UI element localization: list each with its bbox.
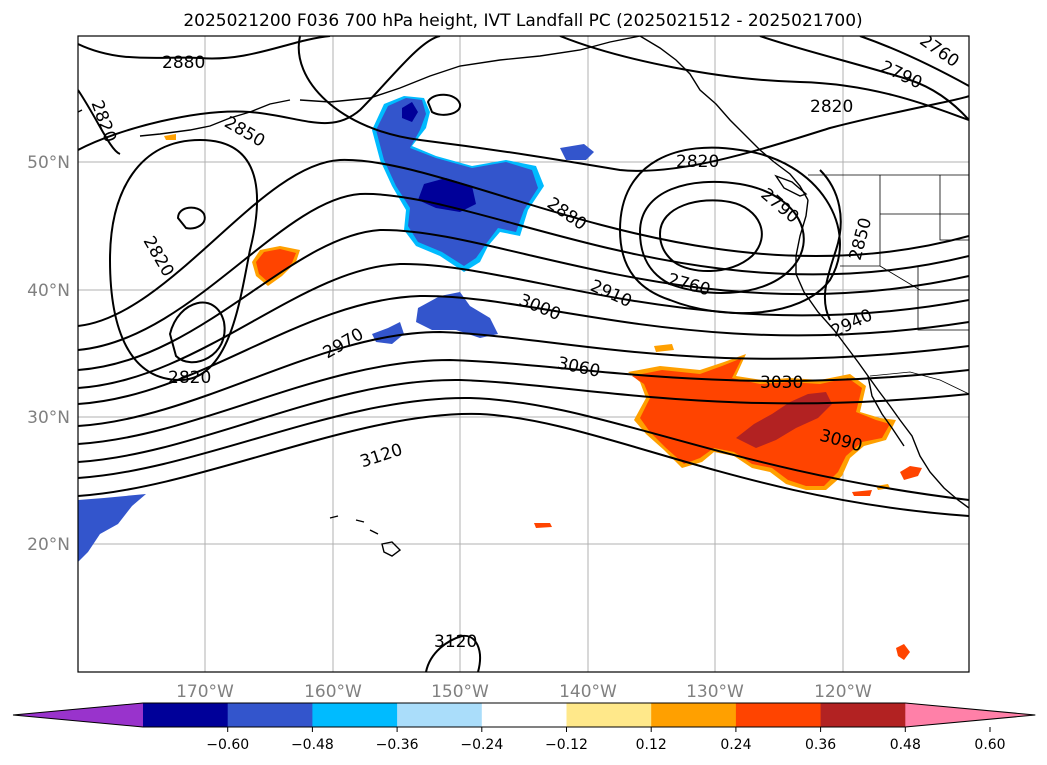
- neg-area-mid: [416, 292, 498, 338]
- contour-label: 3120: [434, 632, 477, 652]
- contour-small-low: [176, 206, 206, 230]
- colorbar-segment: [481, 703, 567, 727]
- bc-coast: [639, 36, 809, 201]
- contour-ring-bc: [426, 93, 462, 116]
- contour-2760-ne: [859, 36, 969, 87]
- contour-2850-north: [78, 36, 441, 151]
- map-frame: [77, 35, 970, 673]
- latitude-labels: 50°N 40°N 30°N 20°N: [27, 153, 70, 555]
- lon-label: 150°W: [431, 682, 489, 702]
- lat-label: 50°N: [27, 153, 70, 173]
- colorbar-extend-high: [905, 703, 1036, 727]
- contour-small-low-2: [168, 301, 226, 364]
- colorbar-segment: [227, 703, 313, 727]
- graticule: [78, 36, 969, 672]
- colorbar-segment: [566, 703, 652, 727]
- colorbar-outline: [12, 702, 1036, 728]
- us-mexico-border: [869, 371, 969, 395]
- neg-area-gulf-dark1: [402, 102, 418, 122]
- lon-label: 130°W: [686, 682, 744, 702]
- contour-label: 2820: [168, 368, 211, 388]
- colorbar-segment: [397, 703, 483, 727]
- longitude-labels: 170°W 160°W 150°W 140°W 130°W 120°W: [176, 682, 872, 702]
- contour-label: 2820: [676, 152, 719, 172]
- contour-3030: [78, 358, 969, 445]
- positive-ivt-areas: [164, 134, 922, 660]
- contour-3000: [78, 330, 969, 427]
- contour-2760-low-east: [658, 199, 763, 272]
- contour-2790-ne: [559, 36, 969, 121]
- lon-label: 160°W: [304, 682, 362, 702]
- vancouver-island: [774, 174, 808, 197]
- colorbar-extend-low: [13, 703, 143, 727]
- colorbar-segment: [735, 703, 822, 727]
- pos-area-small-c: [852, 490, 872, 496]
- pos-area-small-a: [900, 466, 922, 480]
- map-title: 2025021200 F036 700 hPa height, IVT Land…: [183, 11, 862, 31]
- state-lines: [840, 175, 969, 331]
- us-west-coast: [795, 199, 969, 509]
- pos-area-small-b: [896, 644, 910, 660]
- lon-label: 140°W: [559, 682, 617, 702]
- colorbar-segment: [312, 703, 398, 727]
- contour-2790-low-east: [638, 180, 805, 294]
- colorbar-tick-label: 0.36: [805, 737, 836, 753]
- midway: [78, 109, 83, 113]
- contour-2820-low-east: [618, 146, 841, 315]
- contour-2940: [78, 262, 969, 389]
- pos-area-pacific-core: [256, 249, 296, 282]
- map-area: 2880 2820 2850 2820 2820 2880 2970 3000 …: [78, 36, 969, 672]
- pos-area-small-e: [654, 344, 674, 352]
- lat-label: 30°N: [27, 408, 70, 428]
- contour-3090: [78, 396, 969, 501]
- contour-2820-ne: [759, 36, 969, 121]
- colorbar-tick-label: 0.48: [890, 737, 921, 753]
- contour-label: 2880: [162, 53, 205, 73]
- colorbar-tick-label: 0.24: [720, 737, 751, 753]
- contour-northeast: [297, 36, 969, 172]
- colorbar-segment: [143, 703, 229, 727]
- contour-2850-coast: [819, 169, 842, 321]
- contour-3120-south: [78, 412, 969, 517]
- lat-label: 20°N: [27, 535, 70, 555]
- contour-2880: [78, 192, 969, 351]
- borders: [808, 174, 969, 395]
- contour-2850: [78, 158, 969, 327]
- contour-label: 2820: [810, 97, 853, 117]
- baja: [867, 375, 905, 447]
- contour-2880-north: [78, 36, 331, 60]
- pos-area-small-g: [164, 134, 176, 140]
- contour-2820-north: [78, 89, 121, 155]
- colorbar-tick-label: −0.24: [460, 737, 503, 753]
- colorbar-tick-label: −0.48: [291, 737, 334, 753]
- colorbar-tick-label: 0.12: [636, 737, 667, 753]
- colorbar-segment: [651, 703, 737, 727]
- colorbar-tick-label: 0.60: [974, 737, 1005, 753]
- contour-2970: [78, 294, 969, 405]
- colorbar-segment: [820, 703, 906, 727]
- lon-label: 120°W: [814, 682, 872, 702]
- lat-label: 40°N: [27, 281, 70, 301]
- pos-area-small-d: [534, 523, 552, 528]
- contour-3060: [78, 378, 969, 463]
- contour-2820-low-west: [108, 138, 259, 382]
- neg-area-sw: [78, 494, 146, 562]
- contour-2910: [78, 228, 969, 371]
- contour-label: 3030: [760, 373, 803, 393]
- neg-area-small1: [560, 144, 594, 160]
- colorbar-tick-label: −0.12: [545, 737, 588, 753]
- colorbar-tick-label: −0.36: [376, 737, 419, 753]
- lon-label: 170°W: [176, 682, 234, 702]
- height-contours: [78, 36, 969, 672]
- hawaii: [329, 515, 402, 557]
- colorbar: −0.60 −0.48 −0.36 −0.24 −0.12 0.12 0.24 0.36 0.4…: [12, 702, 1036, 753]
- contour-3120-south-low: [425, 634, 481, 672]
- pos-area-dark-core: [736, 392, 832, 448]
- aleutians: [139, 99, 291, 137]
- colorbar-tick-label: −0.60: [206, 737, 249, 753]
